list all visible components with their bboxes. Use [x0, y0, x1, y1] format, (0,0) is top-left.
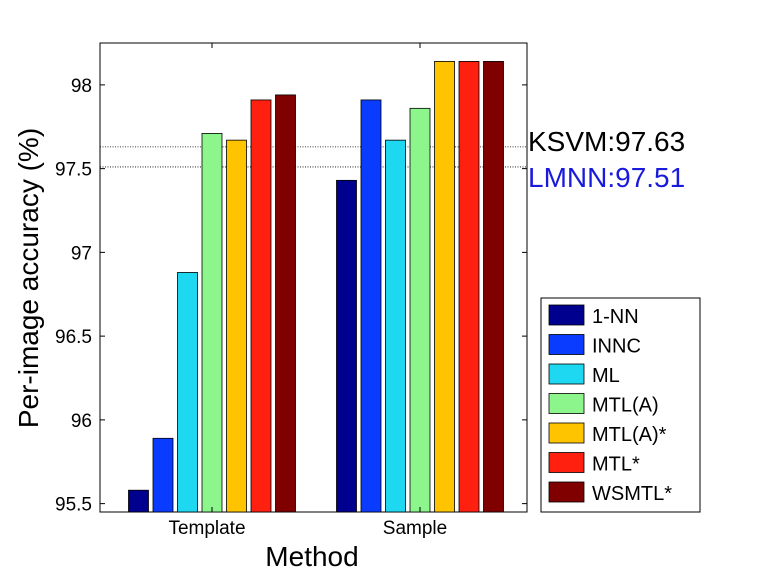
legend: 1-NN INNC ML MTL(A) MTL(A)* MTL* WSMTL*: [540, 297, 701, 513]
y-axis-label: Per-image accuracy (%): [13, 128, 44, 428]
y-axis-ticks: 95.5 96 96.5 97 97.5 98: [55, 76, 527, 516]
bar: [275, 94, 296, 513]
legend-swatch: [548, 393, 585, 414]
legend-label: WSMTL*: [592, 483, 672, 505]
reference-labels: KSVM:97.63 LMNN:97.51: [528, 126, 685, 193]
bar: [128, 489, 149, 513]
legend-swatch: [548, 304, 585, 326]
legend-swatch: [548, 334, 585, 355]
bar: [483, 61, 504, 513]
y-tick-label: 97.5: [55, 160, 92, 181]
legend-swatch: [548, 422, 585, 444]
bar: [458, 61, 480, 513]
x-axis-label: Method: [265, 541, 358, 572]
bar: [177, 272, 198, 513]
bar: [336, 179, 357, 513]
bar: [201, 133, 223, 513]
legend-swatch: [548, 363, 585, 385]
reference-label: LMNN:97.51: [528, 162, 685, 193]
bar: [226, 139, 247, 513]
plot-area: [99, 42, 528, 513]
x-axis-ticks: Template Sample: [168, 43, 447, 539]
reference-label: KSVM:97.63: [528, 126, 685, 157]
x-tick-label: Sample: [383, 518, 447, 539]
legend-label: MTL(A): [592, 395, 659, 417]
y-tick-label: 96: [71, 411, 92, 432]
legend-swatch: [548, 481, 585, 503]
y-tick-label: 96.5: [55, 327, 92, 348]
y-tick-label: 98: [71, 76, 92, 97]
y-tick-label: 95.5: [55, 495, 92, 516]
reference-lines: [100, 146, 527, 168]
x-tick-label: Template: [168, 518, 245, 539]
legend-label: MTL*: [592, 454, 640, 476]
bar: [250, 99, 272, 513]
legend-label: ML: [592, 365, 620, 387]
bar: [409, 107, 431, 513]
legend-label: INNC: [592, 336, 641, 358]
legend-label: 1-NN: [592, 306, 639, 328]
bar: [152, 437, 174, 513]
bar: [434, 61, 455, 513]
legend-swatch: [548, 452, 585, 473]
bar: [360, 99, 382, 513]
legend-label: MTL(A)*: [592, 424, 667, 446]
bars: [128, 61, 504, 513]
y-tick-label: 97: [71, 243, 92, 264]
bar: [385, 139, 406, 513]
